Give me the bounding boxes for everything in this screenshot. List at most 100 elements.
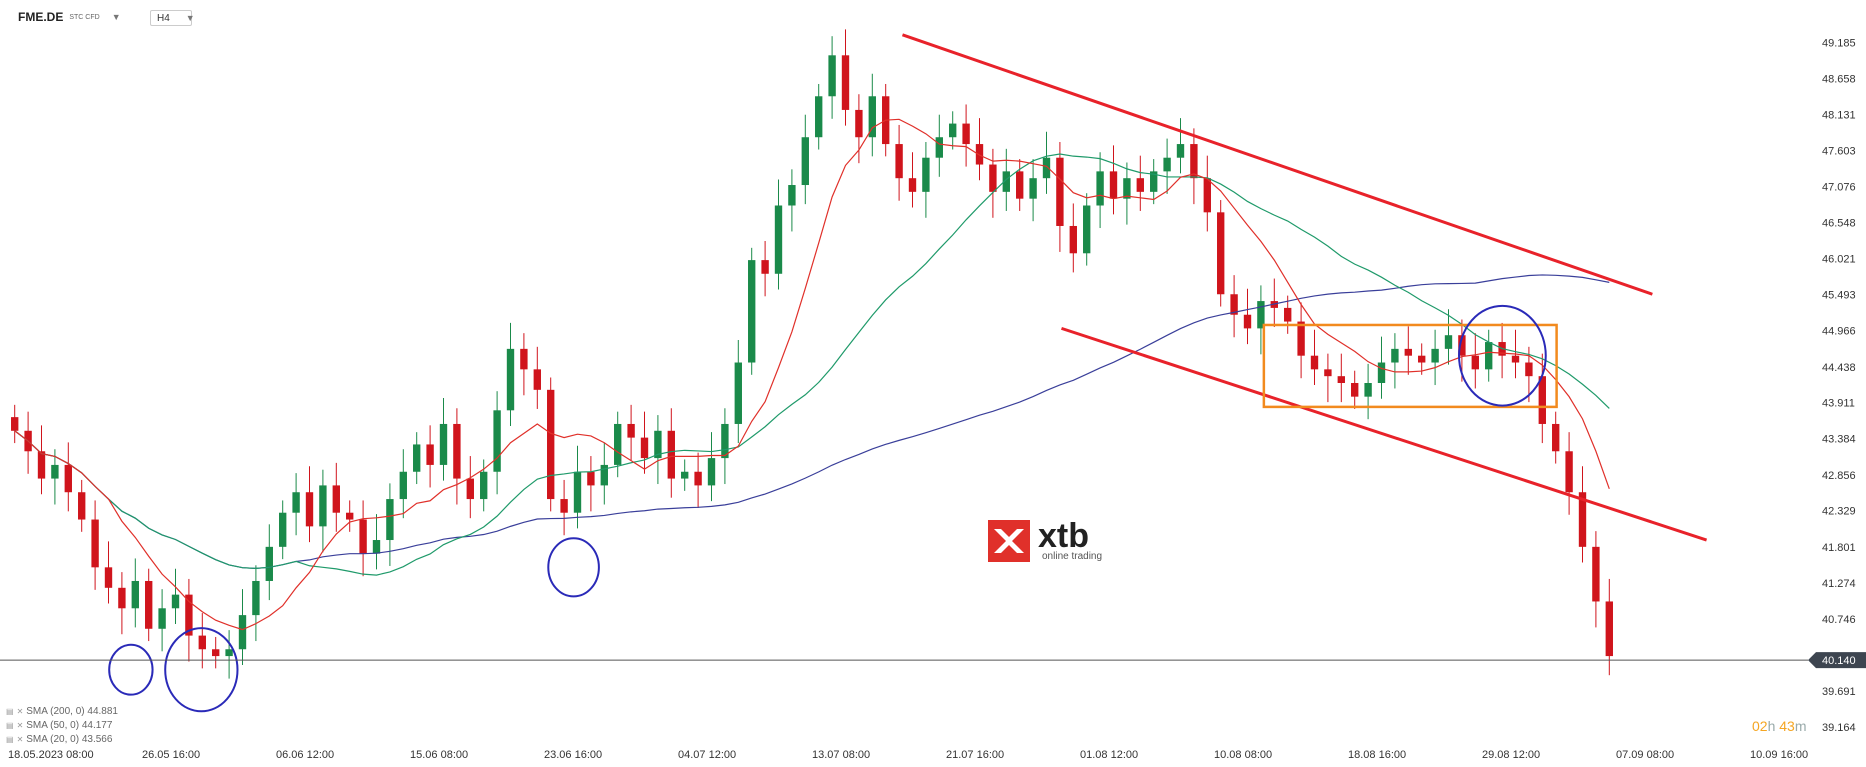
candle-body bbox=[748, 260, 756, 363]
candle-body bbox=[1297, 321, 1305, 356]
settings-icon[interactable]: ▤ bbox=[6, 735, 14, 744]
candle-body bbox=[801, 137, 809, 186]
candle-body bbox=[761, 260, 769, 274]
candle-body bbox=[1605, 601, 1613, 657]
y-tick-label: 44.966 bbox=[1822, 326, 1856, 338]
candle-body bbox=[118, 587, 126, 609]
candle-body bbox=[51, 464, 59, 479]
candle-body bbox=[466, 478, 474, 500]
candle-body bbox=[1136, 178, 1144, 192]
y-tick-label: 39.691 bbox=[1822, 686, 1856, 698]
timeframe-selector[interactable]: H4 ▼ bbox=[150, 10, 195, 26]
candle-body bbox=[185, 594, 193, 636]
candle-body bbox=[1592, 546, 1600, 602]
candles bbox=[11, 29, 1613, 679]
candle-body bbox=[587, 471, 595, 486]
candle-timer: 02h 43m bbox=[1752, 718, 1807, 734]
timer-hours-unit: h bbox=[1767, 718, 1776, 734]
x-tick-label: 13.07 08:00 bbox=[812, 749, 870, 761]
candle-body bbox=[828, 55, 836, 97]
candle-body bbox=[1176, 144, 1185, 158]
candle-body bbox=[1310, 355, 1319, 370]
x-tick-label: 23.06 16:00 bbox=[544, 749, 602, 761]
candle-body bbox=[1565, 451, 1573, 493]
candle-body bbox=[1150, 171, 1158, 192]
x-tick-label: 15.06 08:00 bbox=[410, 749, 468, 761]
x-tick-label: 10.09 16:00 bbox=[1750, 749, 1808, 761]
candle-body bbox=[520, 348, 528, 370]
chevron-down-icon[interactable]: ▼ bbox=[185, 13, 195, 23]
settings-icon[interactable]: ▤ bbox=[6, 707, 14, 716]
chevron-down-icon[interactable]: ▼ bbox=[111, 12, 121, 22]
candle-body bbox=[922, 157, 930, 192]
time-axis: 18.05.2023 08:00 26.05 16:00 06.06 12:00 15… bbox=[8, 749, 1808, 761]
x-tick-label: 01.08 12:00 bbox=[1080, 749, 1138, 761]
candle-body bbox=[1471, 355, 1479, 370]
close-icon[interactable]: ✕ bbox=[16, 735, 24, 744]
y-tick-label: 46.021 bbox=[1822, 254, 1856, 266]
candle-body bbox=[1391, 348, 1399, 363]
candle-body bbox=[212, 649, 220, 657]
candle-body bbox=[1056, 157, 1064, 226]
timer-minutes: 43 bbox=[1779, 718, 1795, 734]
candle-body bbox=[1257, 301, 1265, 329]
legend-sma50: SMA (50, 0) 44.177 bbox=[26, 720, 113, 731]
candle-body bbox=[359, 519, 367, 554]
x-tick-label: 26.05 16:00 bbox=[142, 749, 200, 761]
x-tick-label: 06.06 12:00 bbox=[276, 749, 334, 761]
y-tick-label: 43.911 bbox=[1822, 398, 1855, 410]
candle-body bbox=[104, 567, 113, 588]
candle-body bbox=[1096, 171, 1104, 206]
channel-trendline bbox=[1061, 326, 1708, 542]
y-tick-label: 46.548 bbox=[1822, 218, 1856, 230]
candle-body bbox=[694, 471, 702, 486]
legend-item[interactable]: ▤ ✕ SMA (200, 0) 44.881 bbox=[6, 705, 118, 719]
candle-body bbox=[1578, 492, 1587, 547]
candle-body bbox=[1431, 348, 1439, 363]
candle-body bbox=[399, 471, 407, 500]
symbol-subtype: STC CFD bbox=[69, 13, 100, 21]
highlight-circle bbox=[164, 627, 239, 713]
candle-body bbox=[560, 499, 568, 513]
current-price-label: 40.140 bbox=[1822, 655, 1856, 667]
close-icon[interactable]: ✕ bbox=[16, 721, 24, 730]
y-tick-label: 42.329 bbox=[1822, 506, 1856, 518]
y-tick-label: 49.185 bbox=[1822, 38, 1856, 50]
candle-body bbox=[654, 430, 662, 459]
candle-body bbox=[1217, 212, 1225, 295]
candle-body bbox=[949, 123, 957, 138]
timer-minutes-unit: m bbox=[1794, 718, 1807, 734]
candle-body bbox=[279, 512, 287, 547]
candle-body bbox=[1123, 178, 1131, 199]
candle-body bbox=[158, 608, 166, 629]
candle-body bbox=[1552, 423, 1560, 452]
logo-tagline: online trading bbox=[1042, 550, 1103, 562]
candle-body bbox=[1458, 335, 1466, 356]
candle-body bbox=[707, 458, 716, 486]
current-price-badge bbox=[1808, 652, 1866, 669]
symbol-selector[interactable]: FME.DE STC CFD ▼ bbox=[18, 10, 121, 24]
timeframe-value: H4 bbox=[157, 12, 170, 24]
legend-item[interactable]: ▤ ✕ SMA (50, 0) 44.177 bbox=[6, 719, 118, 733]
candle-body bbox=[1016, 171, 1024, 199]
candle-body bbox=[64, 464, 72, 493]
close-icon[interactable]: ✕ bbox=[16, 707, 24, 716]
y-tick-label: 42.856 bbox=[1822, 470, 1856, 482]
candle-body bbox=[145, 580, 153, 629]
y-tick-label: 47.603 bbox=[1822, 146, 1856, 158]
candle-body bbox=[1377, 362, 1386, 383]
candle-body bbox=[1525, 362, 1533, 377]
candle-body bbox=[1337, 376, 1345, 383]
candle-body bbox=[305, 492, 314, 527]
x-tick-label: 10.08 08:00 bbox=[1214, 749, 1272, 761]
x-tick-label: 21.07 16:00 bbox=[946, 749, 1004, 761]
candle-body bbox=[493, 410, 501, 472]
candle-body bbox=[1444, 335, 1453, 349]
legend-item[interactable]: ▤ ✕ SMA (20, 0) 43.566 bbox=[6, 733, 118, 747]
candle-body bbox=[386, 499, 394, 541]
xtb-x-icon bbox=[988, 520, 1030, 562]
y-tick-label: 47.076 bbox=[1822, 182, 1856, 194]
settings-icon[interactable]: ▤ bbox=[6, 721, 14, 730]
candle-body bbox=[975, 144, 984, 165]
